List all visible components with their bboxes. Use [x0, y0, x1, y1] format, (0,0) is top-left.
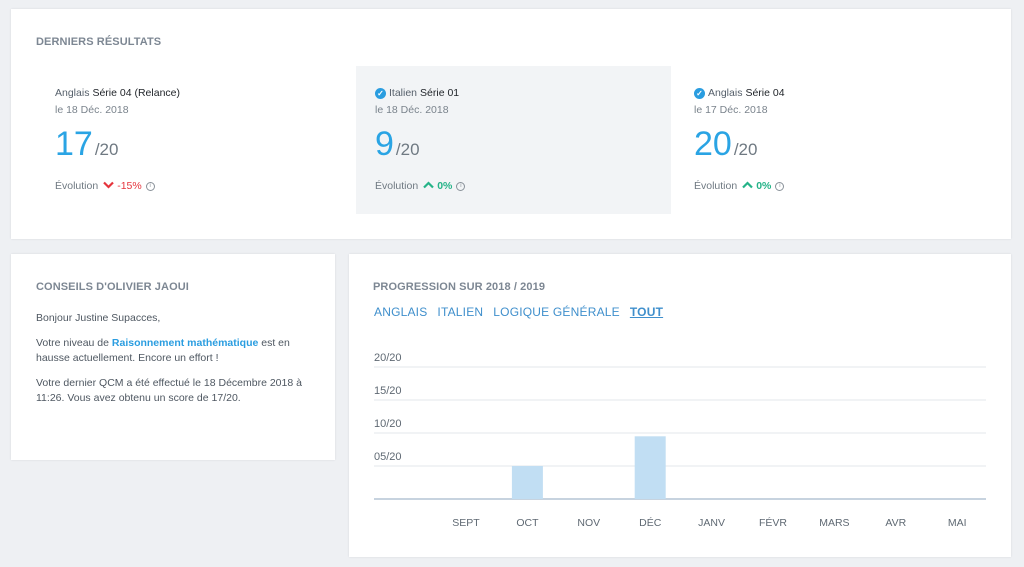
result-score: 9/20: [375, 127, 420, 161]
result-series: Série 01: [420, 87, 460, 99]
x-tick-label: MAI: [948, 517, 967, 529]
x-tick-label: AVR: [885, 517, 906, 529]
score-value: 20: [694, 125, 732, 163]
chart-bar: [634, 436, 666, 499]
latest-results-card: DERNIERS RÉSULTATS Anglais Série 04 (Rel…: [11, 9, 1011, 239]
result-heading: Anglais Série 04 (Relance): [55, 87, 180, 99]
info-icon[interactable]: i: [456, 181, 466, 191]
tab-logique-generale[interactable]: LOGIQUE GÉNÉRALE: [493, 305, 620, 319]
result-score: 17/20: [55, 127, 118, 161]
tab-tout[interactable]: TOUT: [629, 305, 664, 319]
result-heading: ✓ Italien Série 01: [375, 87, 459, 99]
y-tick-label: 05/20: [374, 451, 402, 463]
x-tick-label: NOV: [577, 517, 600, 529]
result-date: le 17 Déc. 2018: [694, 104, 768, 116]
y-tick-label: 15/20: [374, 385, 402, 397]
result-evolution: Évolution 0% i: [375, 180, 466, 192]
x-tick-label: JANV: [698, 517, 725, 529]
x-tick-label: FÉVR: [759, 516, 787, 529]
score-denominator: /20: [395, 140, 420, 159]
result-subject: Anglais: [708, 87, 743, 99]
latest-results-title: DERNIERS RÉSULTATS: [36, 36, 162, 48]
tab-italien[interactable]: ITALIEN: [437, 305, 484, 319]
result-series: Série 04: [745, 87, 785, 99]
result-evolution: Évolution 0% i: [694, 180, 785, 192]
result-heading: ✓ Anglais Série 04: [694, 87, 785, 99]
y-tick-label: 20/20: [374, 352, 402, 364]
chevron-down-icon: [103, 181, 114, 192]
evolution-label: Évolution: [55, 180, 99, 192]
subject-link[interactable]: Raisonnement mathématique: [111, 337, 259, 349]
evolution-value: -15%: [117, 180, 142, 192]
chart-bar: [511, 466, 543, 499]
result-date: le 18 Déc. 2018: [375, 104, 449, 116]
result-date: le 18 Déc. 2018: [55, 104, 129, 116]
check-circle-icon: ✓: [694, 87, 705, 99]
advice-title: CONSEILS D'OLIVIER JAOUI: [36, 281, 189, 293]
result-item[interactable]: ✓ Italien Série 01 le 18 Déc. 2018 9/20 …: [356, 66, 671, 214]
advice-text: Votre niveau de: [36, 337, 112, 349]
info-icon[interactable]: i: [145, 181, 155, 191]
progress-title: PROGRESSION SUR 2018 / 2019: [373, 281, 546, 293]
result-evolution: Évolution -15% i: [55, 180, 155, 192]
evolution-value: 0%: [437, 180, 453, 192]
score-value: 17: [55, 125, 93, 163]
x-tick-label: OCT: [516, 517, 539, 529]
score-denominator: /20: [733, 140, 758, 159]
result-item[interactable]: ✓ Anglais Série 04 le 17 Déc. 2018 20/20…: [675, 66, 990, 214]
result-subject: Anglais: [55, 87, 90, 99]
evolution-label: Évolution: [375, 180, 419, 192]
result-series: Série 04 (Relance): [92, 87, 180, 99]
chevron-up-icon: [423, 180, 434, 192]
result-subject: Italien: [389, 87, 418, 99]
advice-text: est en hausse actuellement. Encore un ef…: [36, 337, 290, 364]
advice-paragraph: Votre niveau de Raisonnement mathématiqu…: [36, 336, 318, 366]
score-value: 9: [375, 125, 394, 163]
result-item[interactable]: Anglais Série 04 (Relance) le 18 Déc. 20…: [36, 66, 351, 214]
x-tick-label: SEPT: [452, 517, 480, 529]
y-tick-label: 10/20: [374, 418, 402, 430]
progress-card: 05/20 10/20 15/20 20/20 SEPT OCT NOV DÉC JANV FÉV…: [349, 254, 1011, 557]
advice-last-qcm: Votre dernier QCM a été effectué le 18 D…: [36, 377, 302, 404]
chevron-up-icon: [742, 180, 753, 192]
evolution-label: Évolution: [694, 180, 738, 192]
score-denominator: /20: [94, 140, 119, 159]
x-tick-label: MARS: [819, 517, 849, 529]
progress-chart: 05/20 10/20 15/20 20/20 SEPT OCT NOV DÉC JANV FÉV…: [374, 352, 986, 529]
check-circle-icon: ✓: [375, 87, 386, 99]
result-score: 20/20: [694, 127, 757, 161]
subject-tabs: ANGLAIS ITALIEN LOGIQUE GÉNÉRALE TOUT: [374, 305, 663, 319]
x-tick-label: DÉC: [639, 516, 662, 529]
advice-card: CONSEILS D'OLIVIER JAOUI Bonjour Justine…: [11, 254, 335, 460]
info-icon[interactable]: i: [775, 181, 785, 191]
tab-anglais[interactable]: ANGLAIS: [374, 305, 428, 319]
advice-greeting: Bonjour Justine Supacces,: [36, 312, 161, 324]
evolution-value: 0%: [756, 180, 772, 192]
